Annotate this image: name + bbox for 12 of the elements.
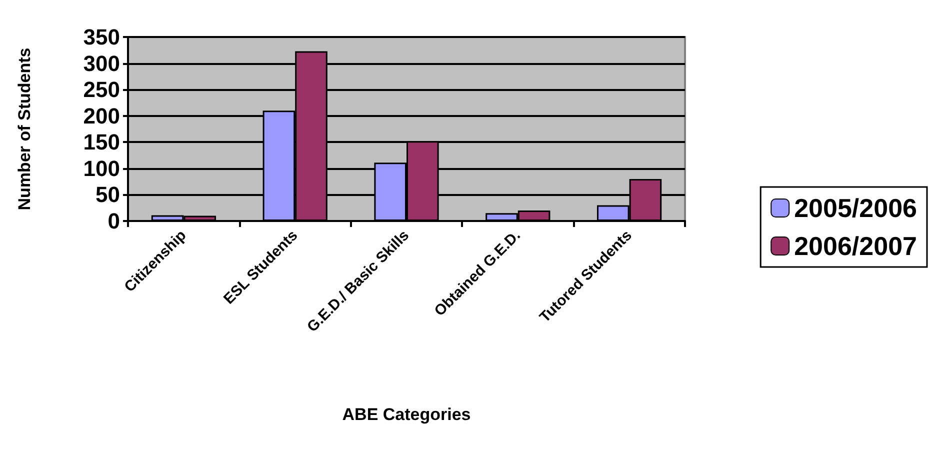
legend-label: 2005/2006: [794, 193, 918, 223]
y-tick-label: 150: [83, 130, 120, 155]
y-tick-label: 50: [96, 182, 120, 208]
x-axis-title: ABE Categories: [342, 405, 471, 424]
y-tick-label: 100: [83, 156, 120, 181]
legend-label: 2006/2007: [794, 231, 918, 261]
y-tick-label: 350: [83, 24, 120, 50]
y-tick-label: 200: [83, 103, 120, 128]
y-tick-label: 250: [83, 77, 120, 102]
y-tick-label: 0: [108, 208, 120, 234]
y-tick-label: 300: [83, 50, 120, 76]
y-axis-title: Number of Students: [15, 48, 34, 210]
